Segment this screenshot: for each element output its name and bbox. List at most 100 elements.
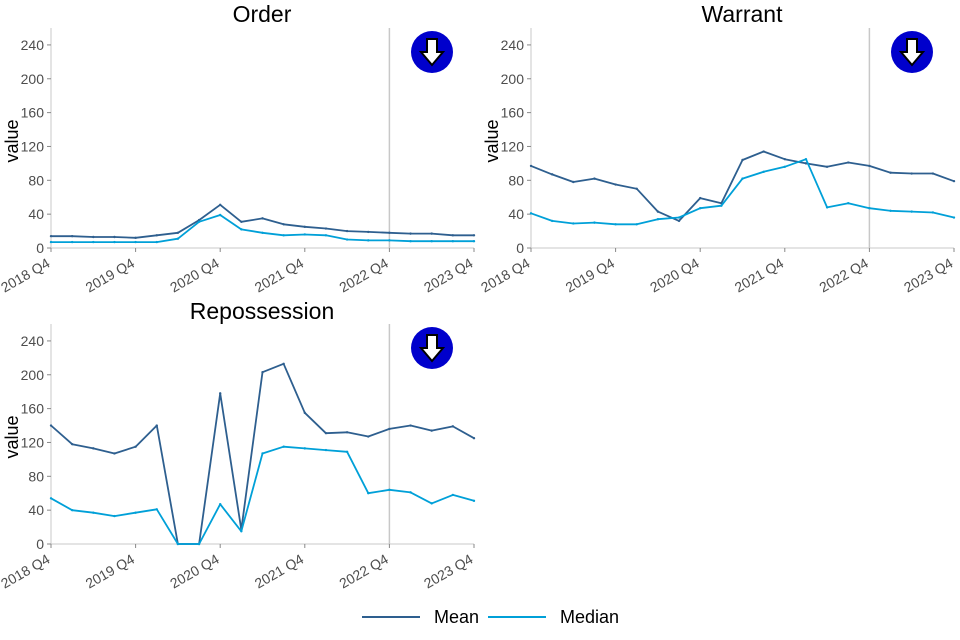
data-point-mean (282, 223, 285, 226)
data-point-median (134, 240, 137, 244)
data-point-median (367, 239, 370, 242)
data-point-mean (931, 172, 935, 175)
x-tick-label: 2018 Q4 (478, 255, 533, 296)
data-point-mean (155, 424, 158, 427)
y-tick-label: 0 (36, 536, 44, 552)
data-point-median (303, 233, 306, 236)
y-tick-label: 200 (21, 367, 45, 383)
data-point-median (324, 448, 328, 452)
data-point-mean (219, 203, 222, 207)
x-tick-label: 2020 Q4 (167, 255, 222, 296)
data-point-mean (550, 173, 554, 176)
data-point-mean (635, 187, 638, 190)
data-point-median (741, 177, 744, 180)
data-point-mean (303, 225, 306, 229)
series-line-median (530, 158, 955, 226)
data-point-median (910, 210, 913, 213)
x-tick-label: 2021 Q4 (252, 551, 307, 592)
indicator-arrow (418, 38, 446, 67)
data-point-median (409, 240, 412, 243)
x-tick-label: 2020 Q4 (167, 551, 222, 592)
indicator-arrow (898, 38, 926, 67)
data-point-mean (345, 229, 349, 233)
data-point-median (593, 221, 596, 224)
data-point-mean (261, 371, 264, 374)
data-point-median (472, 240, 476, 243)
data-point-mean (176, 231, 180, 234)
data-point-mean (451, 425, 455, 428)
data-point-mean (451, 234, 455, 237)
data-point-mean (367, 230, 370, 234)
x-tick-label: 2023 Q4 (901, 255, 956, 296)
data-point-mean (303, 411, 306, 415)
data-point-median (572, 222, 575, 225)
data-point-mean (529, 164, 533, 168)
data-point-median (282, 234, 285, 237)
data-point-median (451, 240, 455, 243)
data-point-mean (345, 431, 349, 434)
data-point-median (240, 228, 243, 231)
x-tick-label: 2018 Q4 (0, 255, 53, 296)
data-point-median (699, 207, 702, 210)
data-point-median (282, 445, 285, 448)
data-point-mean (324, 227, 328, 230)
data-point-median (70, 508, 74, 512)
panel-title: Order (233, 1, 292, 27)
legend-item-median: Median (488, 607, 619, 627)
data-point-median (614, 223, 617, 226)
data-point-median (720, 204, 723, 207)
x-tick-label: 2021 Q4 (732, 255, 787, 296)
data-point-median (155, 240, 158, 244)
data-point-median (197, 220, 201, 223)
data-point-mean (762, 150, 765, 153)
data-point-mean (614, 183, 617, 186)
data-point-mean (889, 171, 892, 174)
data-point-mean (409, 424, 412, 427)
x-tick-label: 2022 Q4 (336, 255, 391, 296)
data-point-median (113, 514, 116, 518)
data-point-mean (197, 218, 201, 222)
data-point-mean (388, 427, 391, 431)
x-tick-label: 2019 Q4 (563, 255, 618, 296)
y-tick-label: 200 (21, 71, 45, 87)
data-point-median (324, 234, 328, 237)
data-point-median (261, 452, 264, 455)
data-point-median (92, 240, 95, 244)
legend-label: Median (560, 607, 619, 627)
y-tick-label: 160 (21, 401, 45, 417)
data-point-mean (847, 161, 850, 164)
data-point-mean (430, 429, 433, 432)
x-tick-label: 2020 Q4 (647, 255, 702, 296)
y-tick-label: 160 (501, 105, 525, 121)
data-point-mean (134, 445, 137, 448)
data-point-mean (472, 437, 476, 440)
data-point-median (176, 237, 180, 240)
data-point-median (635, 223, 638, 226)
data-point-median (762, 170, 765, 174)
y-tick-label: 80 (28, 468, 44, 484)
y-tick-label: 240 (21, 37, 45, 53)
data-point-mean (49, 424, 53, 427)
data-point-mean (783, 157, 786, 161)
panel-title: Repossession (190, 298, 334, 324)
data-point-mean (92, 447, 95, 450)
data-point-median (409, 491, 412, 494)
data-point-median (219, 213, 222, 217)
data-point-median (952, 216, 956, 219)
data-point-median (677, 216, 681, 219)
data-point-mean (741, 158, 744, 162)
y-tick-label: 40 (508, 206, 524, 222)
data-point-mean (70, 442, 74, 446)
data-point-median (868, 207, 871, 210)
data-point-mean (282, 362, 285, 365)
x-tick-label: 2023 Q4 (421, 255, 476, 296)
data-point-mean (261, 217, 264, 220)
data-point-median (656, 218, 660, 221)
down-arrow-icon (411, 327, 453, 369)
data-point-median (472, 499, 476, 503)
panel-order: Order value 0 40 80 120 160 200 240 2018 Q4 2019 Q… (0, 1, 476, 295)
data-point-median (345, 238, 349, 241)
data-point-mean (155, 234, 158, 237)
data-point-mean (593, 177, 596, 180)
data-point-median (134, 511, 137, 514)
